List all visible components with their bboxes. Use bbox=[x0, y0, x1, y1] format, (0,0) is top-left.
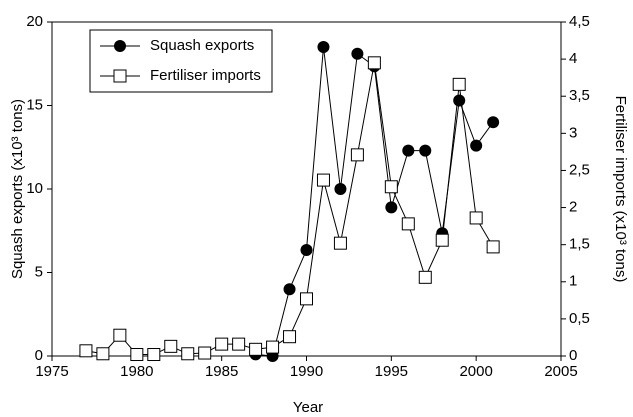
y-tick-label: 5 bbox=[35, 263, 43, 280]
y-axis-label: Squash exports (x10³ tons) bbox=[9, 99, 26, 279]
y-tick-label: 10 bbox=[26, 180, 43, 197]
x-tick-label: 1975 bbox=[35, 363, 68, 380]
point bbox=[283, 283, 296, 296]
y-tick-label: 15 bbox=[26, 96, 43, 113]
point bbox=[96, 347, 110, 361]
x-tick-label: 1990 bbox=[290, 363, 323, 380]
point bbox=[215, 337, 229, 351]
x-tick-label: 1995 bbox=[375, 363, 408, 380]
point bbox=[300, 243, 313, 256]
point bbox=[300, 292, 313, 306]
point bbox=[402, 144, 415, 157]
point bbox=[418, 270, 432, 284]
point bbox=[333, 236, 347, 250]
point bbox=[435, 233, 449, 247]
legend-label: Squash exports bbox=[150, 37, 254, 54]
point bbox=[79, 344, 93, 358]
point bbox=[487, 116, 500, 129]
series-line bbox=[255, 46, 494, 357]
y2-tick-label: 3,5 bbox=[569, 87, 590, 104]
point bbox=[385, 201, 398, 214]
point bbox=[486, 240, 500, 254]
point bbox=[181, 347, 195, 361]
y2-tick-label: 0,5 bbox=[569, 310, 590, 327]
y-tick-label: 20 bbox=[26, 13, 43, 30]
point bbox=[452, 77, 466, 91]
point bbox=[419, 144, 432, 157]
y2-tick-label: 2,5 bbox=[569, 161, 590, 178]
point bbox=[130, 348, 144, 362]
y2-tick-label: 0 bbox=[569, 347, 577, 364]
x-tick-label: 2000 bbox=[459, 363, 492, 380]
y2-tick-label: 3 bbox=[569, 124, 577, 141]
point bbox=[164, 339, 178, 353]
x-axis-label: Year bbox=[293, 399, 323, 416]
y-tick-label: 0 bbox=[35, 347, 43, 364]
point bbox=[453, 94, 466, 107]
point bbox=[198, 346, 212, 360]
y2-tick-label: 1,5 bbox=[569, 236, 590, 253]
point bbox=[469, 211, 483, 225]
point bbox=[283, 330, 297, 344]
x-tick-label: 1980 bbox=[120, 363, 153, 380]
point bbox=[113, 328, 127, 342]
x-tick-label: 1985 bbox=[205, 363, 238, 380]
point bbox=[367, 56, 381, 70]
point bbox=[351, 47, 364, 60]
y2-tick-label: 4,5 bbox=[569, 13, 590, 30]
point bbox=[266, 340, 280, 354]
point bbox=[401, 217, 415, 231]
point bbox=[249, 342, 263, 356]
y2-tick-label: 1 bbox=[569, 273, 577, 290]
point bbox=[334, 183, 347, 195]
y2-tick-label: 4 bbox=[569, 50, 577, 67]
y2-axis-label: Fertiliser imports (x10³ tons) bbox=[612, 96, 629, 283]
point bbox=[232, 337, 246, 351]
legend-marker bbox=[113, 69, 127, 83]
point bbox=[317, 41, 330, 54]
legend-marker bbox=[114, 40, 126, 52]
x-tick-label: 2005 bbox=[544, 363, 577, 380]
point bbox=[316, 173, 330, 187]
legend-label: Fertiliser imports bbox=[150, 67, 261, 84]
series-line bbox=[85, 62, 494, 356]
point bbox=[147, 348, 161, 362]
point bbox=[470, 139, 483, 152]
point bbox=[350, 148, 364, 162]
y2-tick-label: 2 bbox=[569, 199, 577, 216]
point bbox=[384, 180, 398, 194]
